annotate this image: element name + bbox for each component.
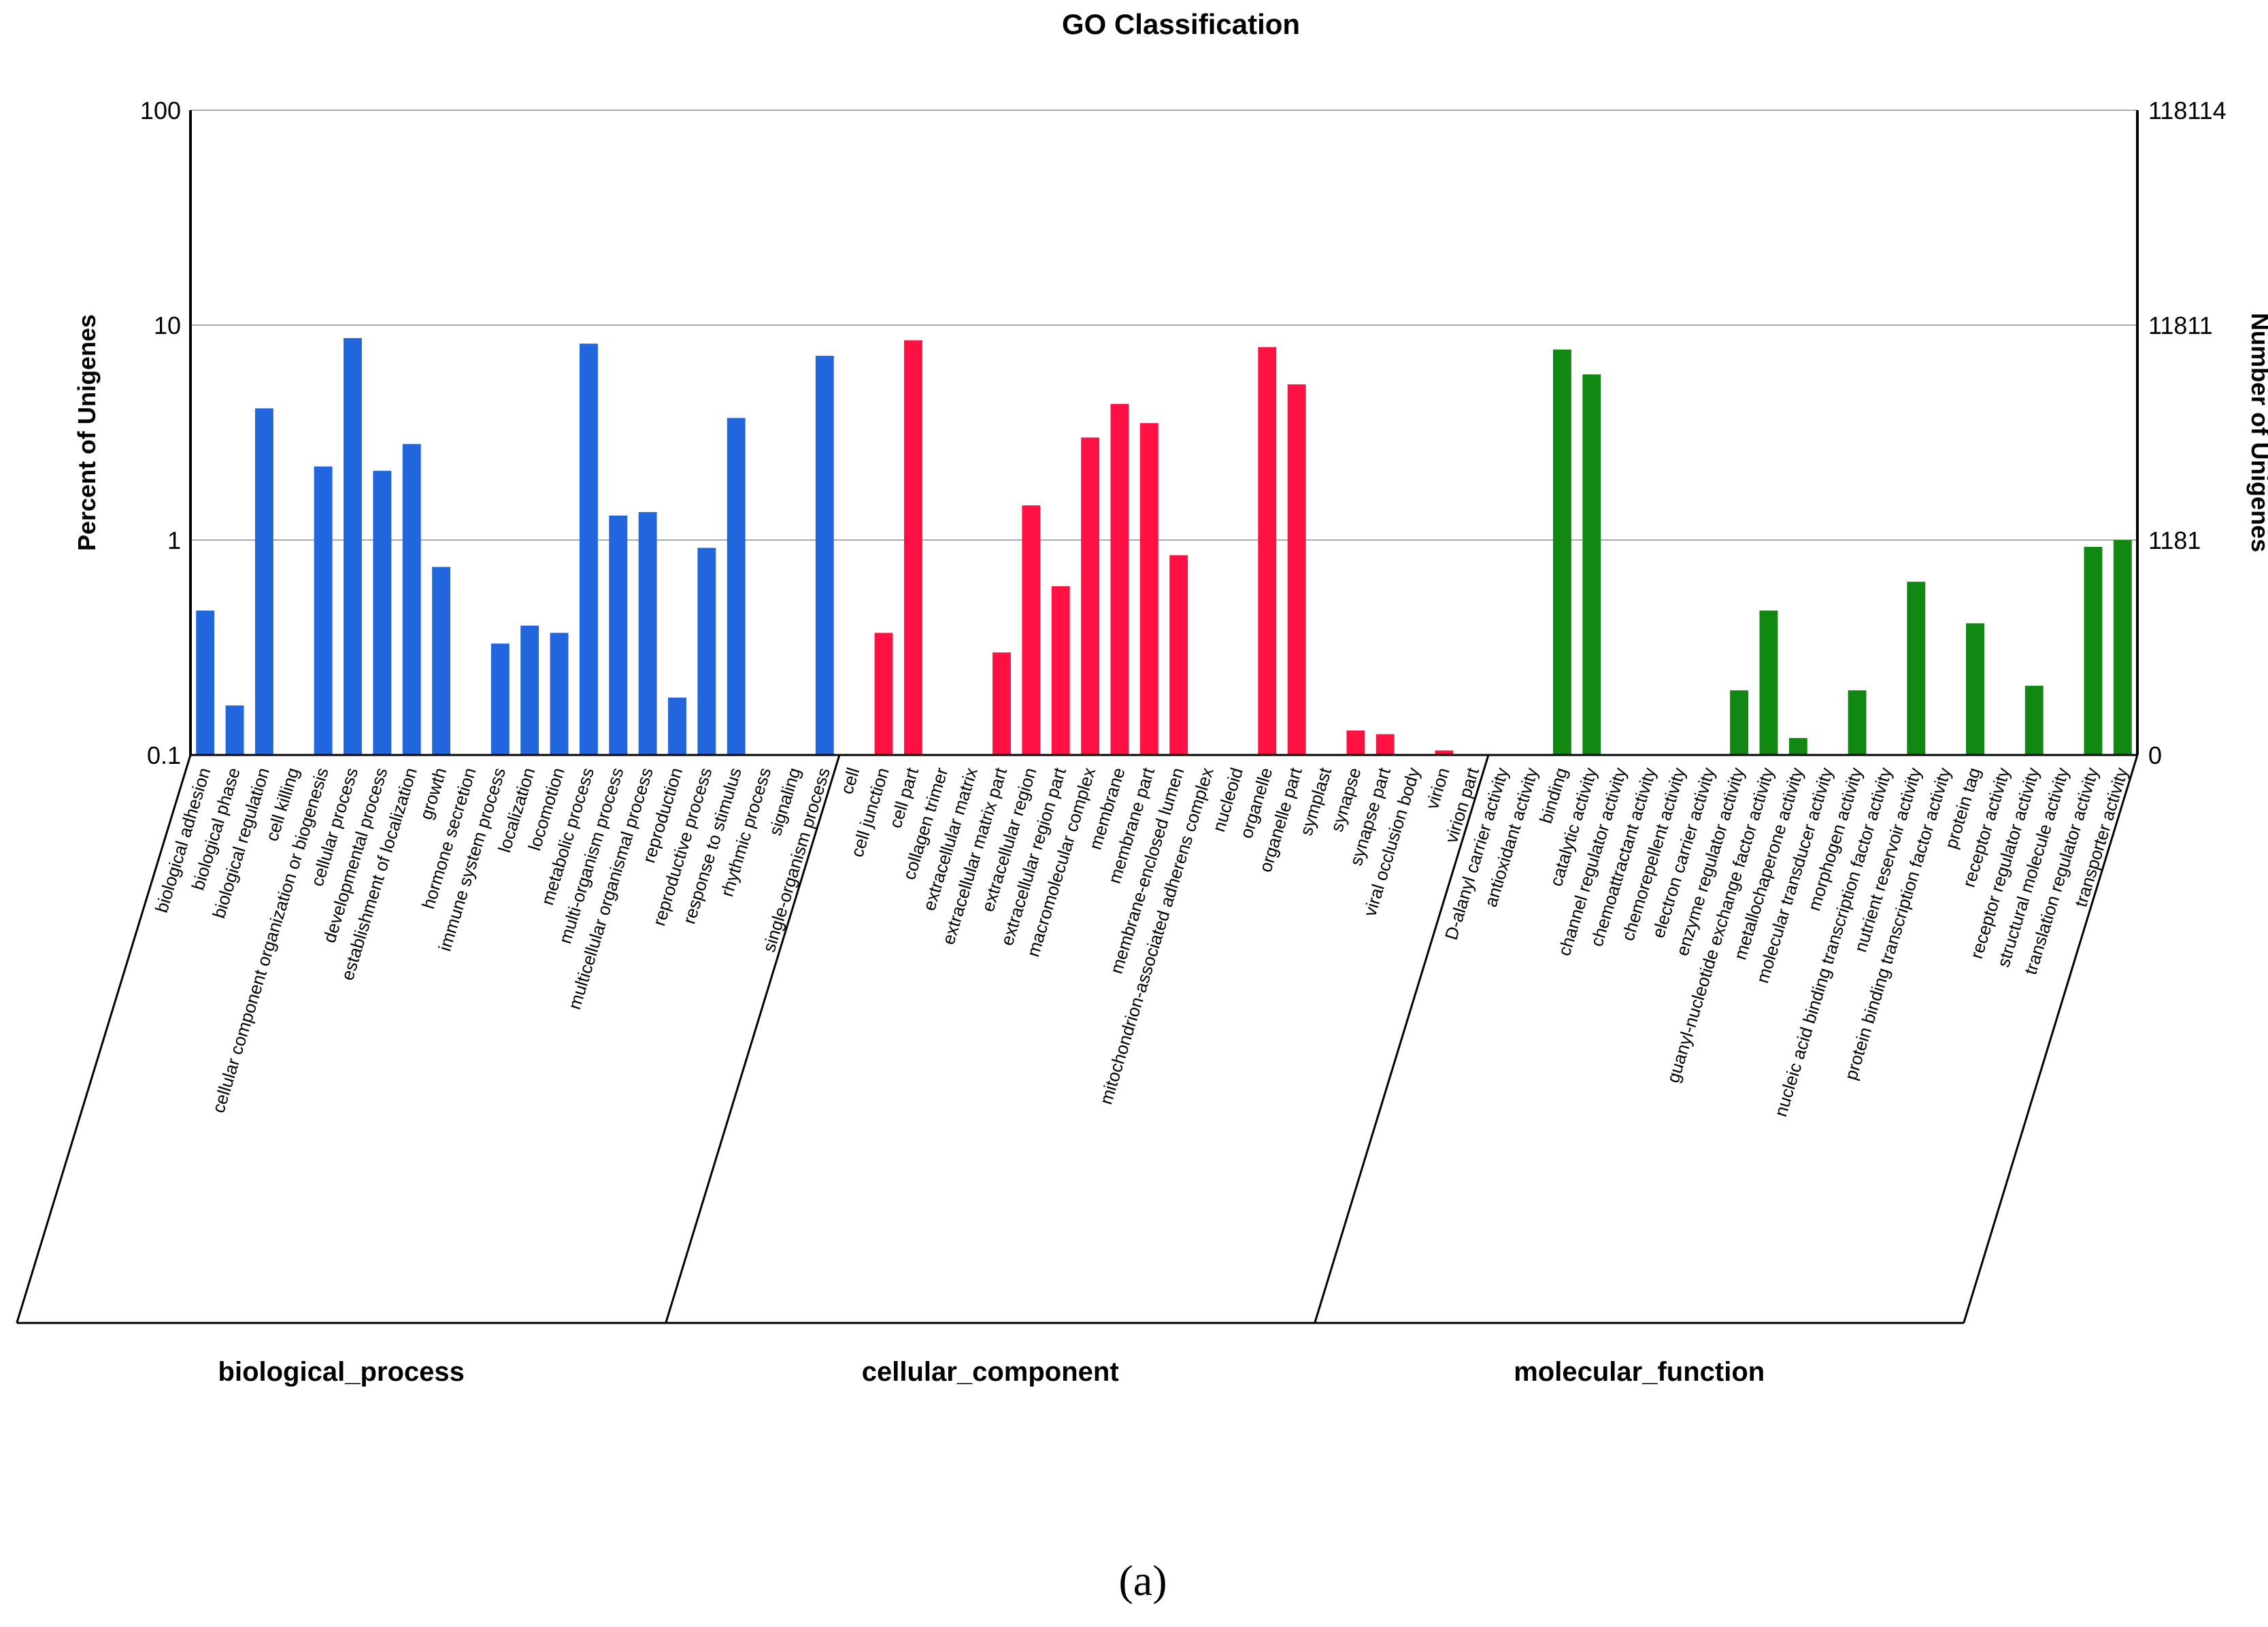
right-axis-title: Number of Unigenes bbox=[2246, 313, 2268, 552]
bar bbox=[1139, 423, 1158, 755]
group-label: molecular_function bbox=[1514, 1357, 1765, 1387]
axes bbox=[189, 110, 2139, 756]
bar bbox=[727, 418, 746, 755]
bar bbox=[254, 408, 273, 755]
bar bbox=[2113, 540, 2132, 755]
bar bbox=[874, 633, 893, 755]
left-tick-label: 1 bbox=[167, 526, 181, 554]
bar bbox=[638, 511, 657, 755]
bar bbox=[550, 633, 569, 755]
bar bbox=[344, 338, 362, 755]
bar bbox=[697, 548, 716, 755]
bar bbox=[373, 471, 392, 755]
left-tick-label: 100 bbox=[140, 97, 181, 124]
bar bbox=[1788, 737, 1807, 755]
right-tick-label: 1181 bbox=[2148, 526, 2201, 554]
bar bbox=[1730, 690, 1749, 755]
bar bbox=[993, 652, 1011, 755]
bar bbox=[903, 340, 922, 756]
bar bbox=[1966, 623, 1984, 755]
bar bbox=[815, 356, 834, 755]
left-tick-label: 10 bbox=[154, 312, 181, 339]
left-axis-title: Percent of Unigenes bbox=[73, 314, 101, 551]
bar bbox=[1552, 349, 1571, 755]
bar bbox=[314, 466, 333, 755]
group-divider bbox=[1963, 754, 2139, 1324]
bar bbox=[520, 625, 539, 755]
group-divider bbox=[16, 754, 192, 1324]
group-frames: biological_process cellular_component mole… bbox=[16, 754, 2139, 1387]
bar bbox=[490, 643, 510, 755]
bar bbox=[2024, 686, 2044, 755]
right-tick-label: 11811 bbox=[2148, 312, 2213, 339]
bar bbox=[1051, 586, 1070, 755]
bar bbox=[1346, 730, 1365, 755]
bar bbox=[1169, 555, 1188, 755]
bars bbox=[196, 338, 2132, 756]
group-label: biological_process bbox=[218, 1357, 465, 1387]
group-divider bbox=[665, 754, 841, 1324]
group-label: cellular_component bbox=[862, 1357, 1119, 1387]
bar bbox=[196, 610, 215, 755]
bar bbox=[432, 567, 451, 755]
bar bbox=[668, 697, 686, 755]
category-label: cell bbox=[836, 765, 863, 796]
category-label: virion bbox=[1422, 765, 1454, 811]
bar bbox=[609, 515, 628, 755]
bar bbox=[225, 705, 244, 755]
figure-caption: (a) bbox=[1118, 1556, 1167, 1605]
bar bbox=[579, 343, 598, 755]
bar bbox=[1435, 750, 1454, 755]
right-tick-label: 118114 bbox=[2148, 97, 2227, 124]
bar bbox=[1110, 403, 1129, 755]
left-tick-label: 0.1 bbox=[147, 741, 181, 769]
bar bbox=[1022, 505, 1041, 755]
bar bbox=[2084, 546, 2103, 755]
bar bbox=[1759, 610, 1778, 755]
bar bbox=[1287, 384, 1306, 755]
bar bbox=[1258, 347, 1277, 755]
chart-title: GO Classification bbox=[1062, 8, 1300, 40]
right-tick-label: 0 bbox=[2148, 741, 2162, 769]
bar bbox=[1582, 374, 1601, 755]
bar bbox=[1375, 734, 1395, 755]
group-divider bbox=[1314, 754, 1490, 1324]
axis-ticks: 100 118114 10 11811 1 1181 0.1 0 bbox=[140, 97, 2227, 769]
gridlines bbox=[190, 110, 2137, 541]
bar bbox=[1848, 690, 1867, 755]
bar bbox=[1081, 437, 1100, 755]
bar bbox=[1907, 582, 1926, 755]
bar bbox=[402, 443, 421, 755]
